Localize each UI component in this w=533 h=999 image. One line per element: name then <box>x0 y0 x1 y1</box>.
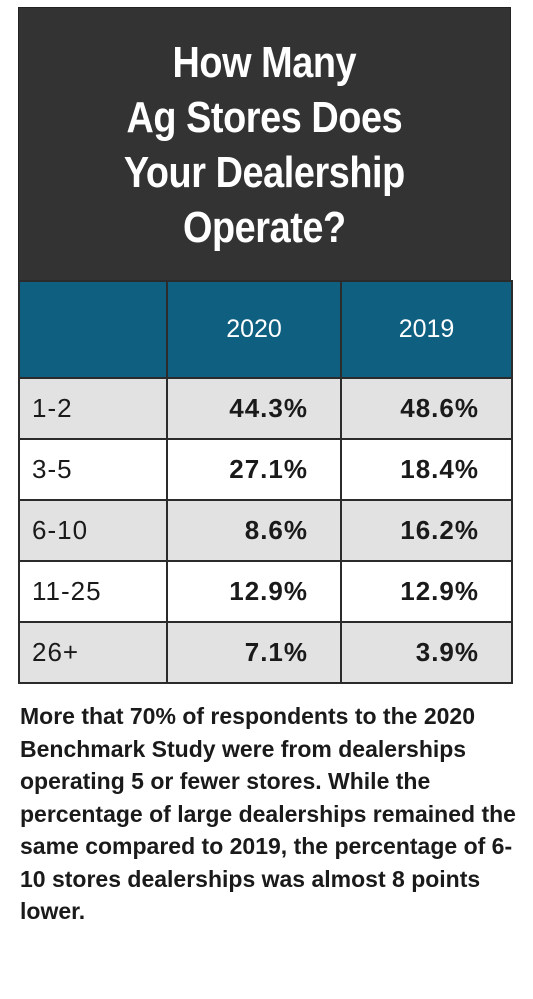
value-2020: 12.9% <box>166 560 342 623</box>
table-header-row: 2020 2019 <box>18 280 513 379</box>
row-label: 26+ <box>18 621 168 684</box>
header-2020: 2020 <box>166 280 342 379</box>
value-2019: 48.6% <box>340 377 513 440</box>
value-2019: 18.4% <box>340 438 513 501</box>
table-row: 26+ 7.1% 3.9% <box>18 621 513 684</box>
value-2020: 44.3% <box>166 377 342 440</box>
header-2019: 2019 <box>340 280 513 379</box>
row-label: 11-25 <box>18 560 168 623</box>
stores-table: 2020 2019 1-2 44.3% 48.6% 3-5 27.1% 18.4… <box>18 280 513 684</box>
value-2020: 27.1% <box>166 438 342 501</box>
caption-text: More that 70% of respondents to the 2020… <box>20 703 516 924</box>
header-corner <box>18 280 168 379</box>
value-2020: 8.6% <box>166 499 342 562</box>
table-row: 6-10 8.6% 16.2% <box>18 499 513 562</box>
title-panel: How Many Ag Stores Does Your Dealership … <box>18 7 511 282</box>
value-2019: 3.9% <box>340 621 513 684</box>
table-row: 3-5 27.1% 18.4% <box>18 438 513 501</box>
table-row: 1-2 44.3% 48.6% <box>18 377 513 440</box>
row-label: 6-10 <box>18 499 168 562</box>
value-2019: 16.2% <box>340 499 513 562</box>
value-2019: 12.9% <box>340 560 513 623</box>
row-label: 3-5 <box>18 438 168 501</box>
row-label: 1-2 <box>18 377 168 440</box>
value-2020: 7.1% <box>166 621 342 684</box>
table-row: 11-25 12.9% 12.9% <box>18 560 513 623</box>
page-title: How Many Ag Stores Does Your Dealership … <box>124 37 405 252</box>
